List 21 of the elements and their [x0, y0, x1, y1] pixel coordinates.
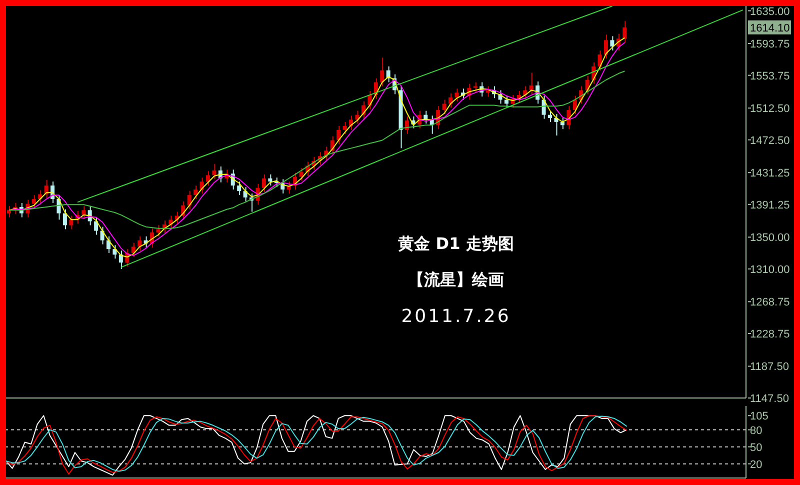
- y-tick-label: 1268.75: [750, 296, 790, 309]
- y-tick-label: 1472.50: [750, 134, 790, 147]
- y-tick-label: 1147.50: [750, 393, 789, 405]
- y-tick-label: 1431.25: [750, 168, 790, 180]
- y-tick-label: 1391.25: [750, 199, 790, 212]
- y-tick-label: 1635.00: [750, 6, 790, 18]
- annotation: 【流星】绘画: [407, 270, 505, 291]
- y-tick-label: 1593.75: [750, 38, 790, 51]
- y-tick-label: 1614.10: [750, 22, 790, 34]
- y-tick-label: 1187.50: [750, 361, 789, 374]
- y-tick-label: 80: [750, 424, 762, 437]
- annotation: 2011.7.26: [400, 306, 512, 327]
- y-tick-label: 1350.00: [750, 232, 790, 244]
- y-tick-label: 1228.75: [750, 328, 790, 340]
- y-tick-label: 1310.00: [750, 264, 790, 276]
- y-tick-label: 50: [750, 442, 762, 454]
- y-tick-label: 105: [750, 410, 768, 423]
- y-tick-label: 1553.75: [750, 70, 790, 82]
- y-tick-label: 1512.50: [750, 103, 790, 116]
- y-tick-label: 20: [750, 458, 762, 471]
- text: 黄金 D1 走势图: [397, 234, 515, 255]
